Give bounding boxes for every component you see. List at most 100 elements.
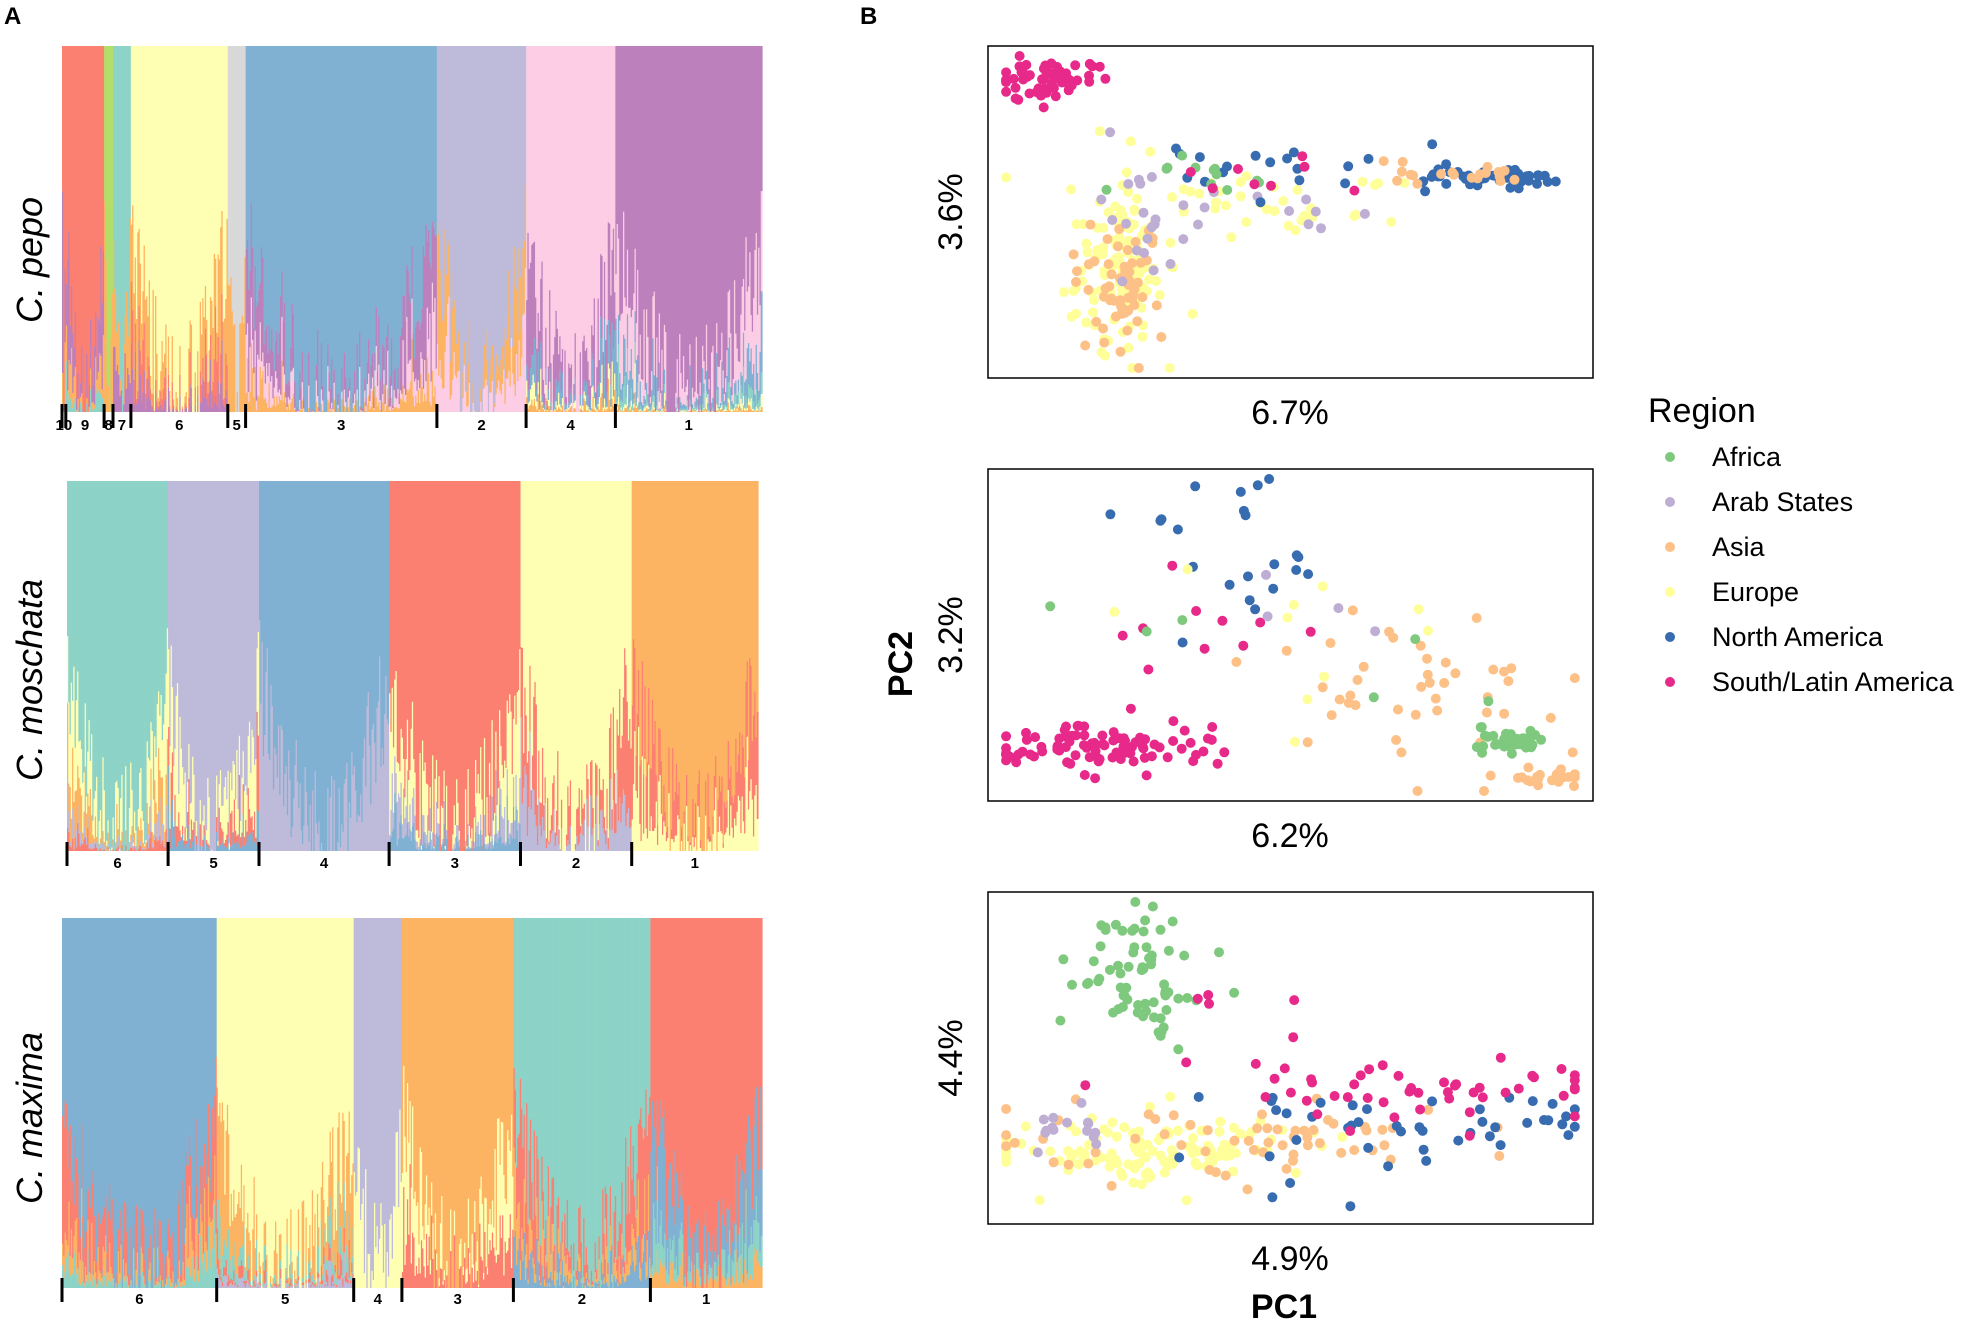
admix-bar-segment	[248, 721, 251, 810]
admix-bar-segment	[220, 46, 222, 228]
admix-bar-segment	[601, 809, 604, 851]
admix-bar-segment	[411, 481, 414, 702]
admix-bar-segment	[80, 749, 83, 796]
admix-bar-segment	[417, 1273, 419, 1288]
admix-bar-segment	[414, 815, 417, 840]
admix-bar-segment	[165, 1256, 168, 1279]
admix-bar-segment	[221, 1102, 224, 1256]
admix-bar-segment	[394, 407, 397, 412]
admix-bar-segment	[603, 398, 606, 409]
admix-bar-segment	[158, 46, 161, 390]
admix-bar-segment	[568, 844, 571, 851]
admix-bar-segment	[141, 1253, 144, 1273]
admix-bar-segment	[68, 1251, 71, 1288]
admix-bar-segment	[664, 481, 667, 813]
admix-bar-segment	[666, 46, 669, 412]
admix-bar-segment	[317, 481, 319, 834]
admix-bar-segment	[145, 918, 148, 1288]
admix-bar-segment	[329, 46, 332, 389]
admix-bar-segment	[193, 1269, 196, 1282]
admix-bar-segment	[722, 842, 725, 848]
admix-bar-segment	[605, 340, 608, 402]
admix-bar-segment	[471, 840, 474, 848]
admix-bar-segment	[754, 394, 757, 410]
admix-bar-segment	[224, 918, 227, 1195]
admix-bar-segment	[291, 398, 294, 412]
admix-bar-segment	[430, 46, 433, 269]
admix-bar-segment	[547, 46, 550, 367]
admix-bar-segment	[628, 379, 630, 409]
admix-bar-segment	[428, 830, 431, 843]
admix-bar-segment	[555, 835, 558, 851]
admix-bar-segment	[102, 1214, 105, 1247]
admix-bar-segment	[95, 387, 98, 412]
admix-bar-segment	[399, 481, 402, 772]
admix-bar-segment	[176, 481, 179, 684]
admix-bar-segment	[226, 1104, 229, 1229]
admix-bar-segment	[200, 1166, 203, 1205]
admix-bar-segment	[339, 46, 342, 412]
admix-bar-segment	[406, 389, 409, 412]
admix-bar-segment	[240, 46, 243, 323]
admix-bar-segment	[361, 46, 364, 409]
admix-bar-segment	[398, 46, 401, 394]
admix-bar-segment	[327, 1274, 329, 1287]
admix-bar-segment	[572, 481, 575, 851]
admix-bar-segment	[373, 408, 375, 411]
admix-bar-segment	[72, 481, 74, 701]
admix-bar-segment	[606, 406, 609, 409]
admix-bar-segment	[368, 481, 371, 747]
admix-bar-segment	[435, 832, 438, 851]
admix-bar-segment	[139, 263, 142, 351]
admix-bar-segment	[612, 405, 615, 412]
admix-bar-segment	[626, 249, 629, 315]
admix-bar-segment	[438, 375, 441, 412]
admix-bar-segment	[378, 46, 381, 316]
admix-bar-segment	[433, 481, 436, 847]
admix-bar-segment	[432, 918, 435, 1224]
admix-bar-segment	[699, 404, 702, 410]
admix-bar-segment	[95, 46, 98, 312]
admix-bar-segment	[488, 832, 491, 851]
admix-bar-segment	[535, 297, 537, 350]
admix-bar-segment	[416, 46, 419, 322]
admix-bar-segment	[348, 46, 351, 378]
admix-bar-segment	[481, 46, 484, 412]
admix-bar-segment	[244, 918, 247, 1268]
admix-bar-segment	[228, 918, 230, 1135]
admix-bar-segment	[506, 46, 509, 317]
admix-bar-segment	[409, 1101, 412, 1165]
admix-bar-segment	[187, 838, 189, 851]
admix-bar-segment	[259, 1285, 262, 1288]
admix-bar-segment	[74, 791, 77, 819]
admix-bar-segment	[436, 1253, 438, 1271]
admix-bar-segment	[582, 808, 585, 836]
admix-bar-segment	[518, 46, 521, 249]
admix-bar-segment	[360, 1219, 362, 1288]
admix-bar-segment	[718, 408, 721, 412]
admix-bar-segment	[333, 1268, 336, 1284]
admix-bar-segment	[103, 481, 106, 791]
admix-bar-segment	[127, 1285, 130, 1288]
admix-bar-segment	[407, 390, 410, 412]
admix-bar-segment	[249, 1240, 252, 1282]
admix-bar-segment	[472, 1264, 475, 1283]
admix-bar-segment	[261, 481, 264, 643]
admix-bar-segment	[105, 1235, 107, 1259]
admix-bar-segment	[245, 1280, 248, 1284]
admix-bar-segment	[643, 309, 646, 396]
admix-bar-segment	[285, 397, 288, 403]
admix-bar-segment	[330, 1286, 333, 1288]
admix-bar-segment	[689, 46, 692, 345]
admix-bar-segment	[615, 46, 618, 275]
admix-bar-segment	[62, 191, 64, 374]
admix-bar-segment	[74, 747, 77, 792]
admix-bar-segment	[529, 389, 532, 405]
admix-bar-segment	[680, 840, 683, 851]
admix-bar-segment	[111, 918, 114, 1199]
admix-bar-segment	[727, 348, 730, 383]
admix-bar-segment	[78, 46, 81, 412]
admix-bar-segment	[453, 300, 456, 352]
admix-bar-segment	[758, 247, 761, 391]
admix-bar-segment	[440, 46, 443, 302]
